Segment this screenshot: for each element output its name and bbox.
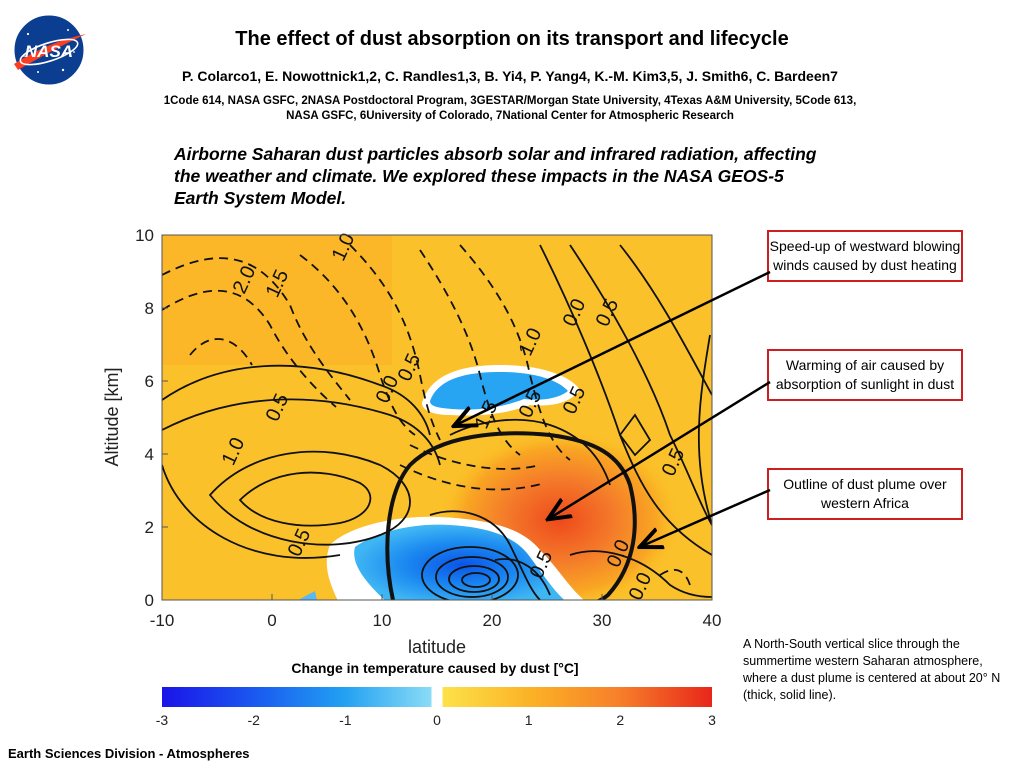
callout-wind-speedup-text: Speed-up of westward blowing winds cause… <box>769 238 961 273</box>
y-axis-label: Altitude [km] <box>102 367 122 466</box>
author-list: P. Colarco1, E. Nowottnick1,2, C. Randle… <box>182 68 838 84</box>
affiliations: 1Code 614, NASA GSFC, 2NASA Postdoctoral… <box>60 94 960 124</box>
x-axis-label: latitude <box>408 637 466 657</box>
colorbar <box>162 687 712 707</box>
colorbar-tick-label: -2 <box>247 712 260 725</box>
y-axis-ticks: 0 2 4 6 8 10 <box>135 226 168 610</box>
x-tick-label: 20 <box>483 611 502 630</box>
y-tick-label: 10 <box>135 226 154 245</box>
callout-air-warming: Warming of air caused by absorption of s… <box>767 349 963 401</box>
y-tick-label: 6 <box>145 372 154 391</box>
callout-air-warming-text: Warming of air caused by absorption of s… <box>775 357 955 392</box>
y-tick-label: 0 <box>145 591 154 610</box>
logo-text: NASA <box>25 42 73 61</box>
colorbar-ticks: -3 -2 -1 0 1 2 3 <box>156 712 716 725</box>
callout-dust-plume-text: Outline of dust plume over western Afric… <box>783 476 947 511</box>
y-tick-label: 4 <box>145 445 154 464</box>
x-axis-ticks: -10 0 10 20 30 40 <box>150 594 722 630</box>
figure-caption: A North-South vertical slice through the… <box>743 637 1001 702</box>
x-tick-label: 0 <box>267 611 276 630</box>
footer-division: Earth Sciences Division - Atmospheres <box>8 746 250 761</box>
page-title: The effect of dust absorption on its tra… <box>235 28 789 50</box>
nasa-logo: NASA <box>13 14 86 86</box>
y-tick-label: 8 <box>145 299 154 318</box>
x-tick-label: 30 <box>593 611 612 630</box>
colorbar-tick-label: 1 <box>525 712 533 725</box>
callout-wind-speedup: Speed-up of westward blowing winds cause… <box>767 230 963 282</box>
y-tick-label: 2 <box>145 518 154 537</box>
colorbar-tick-label: 0 <box>433 712 441 725</box>
colorbar-tick-label: -1 <box>339 712 352 725</box>
x-tick-label: -10 <box>150 611 175 630</box>
x-tick-label: 40 <box>703 611 722 630</box>
callout-dust-plume: Outline of dust plume over western Afric… <box>767 468 963 520</box>
colorbar-tick-label: -3 <box>156 712 169 725</box>
colorbar-tick-label: 3 <box>708 712 716 725</box>
x-tick-label: 10 <box>373 611 392 630</box>
affiliations-line-1: 1Code 614, NASA GSFC, 2NASA Postdoctoral… <box>163 95 857 107</box>
affiliations-line-2: NASA GSFC, 6University of Colorado, 7Nat… <box>286 110 734 122</box>
colorbar-title: Change in temperature caused by dust [°C… <box>291 660 579 676</box>
temperature-wind-plot: 2.0 1.51.00.51.00.50.00.50.0 0.51.00.5 0.51… <box>102 226 722 725</box>
summary-text: Airborne Saharan dust particles absorb s… <box>174 144 817 208</box>
colorbar-tick-label: 2 <box>616 712 624 725</box>
